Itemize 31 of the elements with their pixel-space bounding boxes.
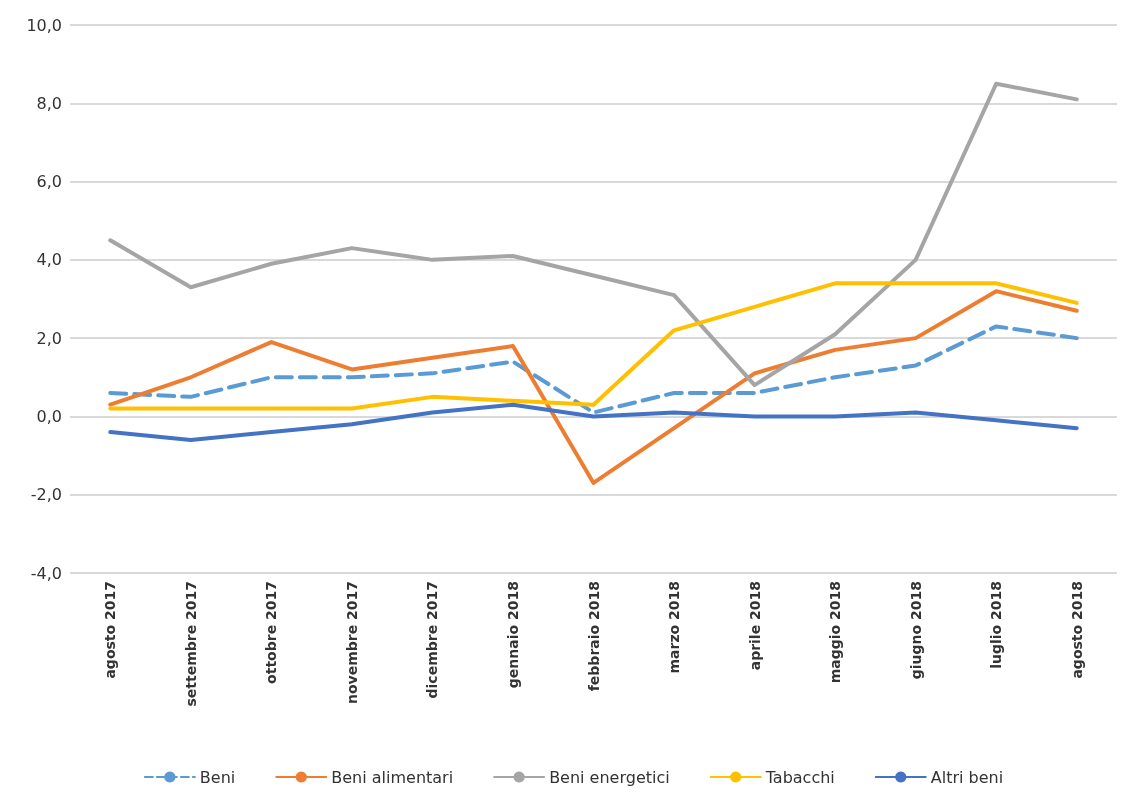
y-tick-label: 6,0 bbox=[36, 172, 62, 192]
y-tick-label: 10,0 bbox=[26, 15, 62, 35]
x-tick-label: luglio 2018 bbox=[988, 581, 1005, 669]
legend-label: Beni energetici bbox=[549, 767, 670, 787]
y-tick-label: -4,0 bbox=[30, 563, 62, 583]
line-series bbox=[108, 281, 1079, 411]
x-tick-label: gennaio 2018 bbox=[504, 581, 521, 689]
legend-label: Tabacchi bbox=[764, 767, 835, 787]
x-tick-label: agosto 2017 bbox=[102, 581, 119, 679]
y-tick-label: -2,0 bbox=[30, 485, 62, 505]
y-tick-label: 8,0 bbox=[36, 93, 62, 113]
x-tick-label: ottobre 2017 bbox=[263, 581, 280, 684]
legend-label: Beni bbox=[199, 767, 236, 787]
y-tick-label: 4,0 bbox=[36, 250, 62, 270]
line-series bbox=[108, 81, 1079, 388]
x-tick-label: aprile 2018 bbox=[746, 581, 763, 671]
legend-label: Beni alimentari bbox=[331, 767, 454, 787]
x-tick-label: maggio 2018 bbox=[827, 581, 844, 684]
x-tick-label: giugno 2018 bbox=[907, 581, 924, 680]
x-tick-label: marzo 2018 bbox=[666, 581, 683, 674]
x-tick-label: novembre 2017 bbox=[343, 581, 360, 705]
x-tick-label: febbraio 2018 bbox=[585, 581, 602, 692]
x-tick-label: agosto 2018 bbox=[1068, 581, 1085, 679]
line-series bbox=[108, 402, 1079, 442]
line-series bbox=[108, 289, 1079, 485]
x-tick-label: dicembre 2017 bbox=[424, 581, 441, 699]
legend-label: Altri beni bbox=[930, 767, 1004, 787]
y-tick-label: 2,0 bbox=[36, 328, 62, 348]
x-tick-label: settembre 2017 bbox=[182, 581, 199, 707]
y-tick-label: 0,0 bbox=[36, 406, 62, 426]
line-series bbox=[108, 324, 1079, 415]
